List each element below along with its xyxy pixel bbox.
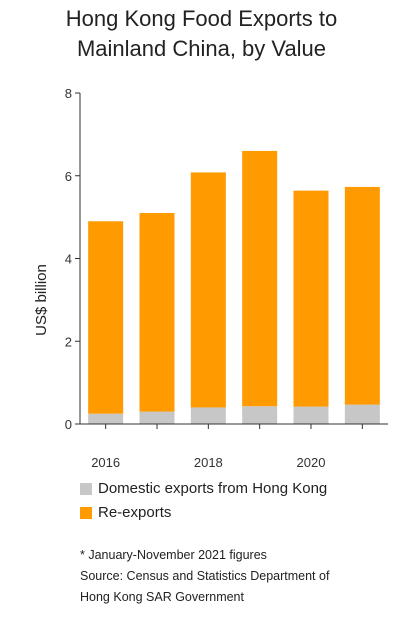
bar-reexports-2021 — [344, 186, 380, 405]
legend-swatch-reexports — [80, 507, 92, 519]
y-tick-label: 4 — [65, 252, 72, 267]
legend-swatch-domestic — [80, 483, 92, 495]
legend-label-reexports: Re-exports — [98, 504, 172, 521]
bar-domestic-2021 — [344, 404, 380, 424]
y-tick-label: 0 — [65, 417, 72, 432]
source-line-2: Hong Kong SAR Government — [80, 590, 244, 604]
legend: Domestic exports from Hong Kong Re-expor… — [80, 478, 327, 526]
legend-item-reexports: Re-exports — [80, 502, 327, 524]
bar-domestic-2020 — [293, 406, 329, 424]
chart-title-line-1: Hong Kong Food Exports to — [65, 6, 338, 31]
chart-title-line-2: Mainland China, by Value — [76, 36, 327, 61]
x-tick-label: 2016 — [91, 455, 120, 470]
legend-item-domestic: Domestic exports from Hong Kong — [80, 478, 327, 500]
bar-reexports-2017 — [139, 212, 175, 412]
bar-reexports-2020 — [293, 190, 329, 407]
bar-reexports-2016 — [88, 221, 124, 414]
source-line-1: Source: Census and Statistics Department… — [80, 569, 330, 583]
chart-notes: * January-November 2021 figures Source: … — [80, 545, 390, 608]
bar-domestic-2018 — [190, 407, 226, 424]
x-tick-label: 2020 — [297, 455, 326, 470]
footnote: * January-November 2021 figures — [80, 548, 267, 562]
y-axis-label: US$ billion — [33, 264, 50, 336]
y-tick-label: 8 — [65, 86, 72, 101]
bar-reexports-2018 — [190, 172, 226, 408]
x-tick-label: 2018 — [194, 455, 223, 470]
bar-reexports-2019 — [242, 150, 278, 407]
y-tick-label: 2 — [65, 334, 72, 349]
bar-domestic-2017 — [139, 411, 175, 424]
bar-chart: 0 2 4 6 8 2016 2018 2020 US$ billion — [33, 86, 388, 470]
y-tick-label: 6 — [65, 169, 72, 184]
bars — [88, 150, 380, 424]
x-axis: 2016 2018 2020 — [80, 423, 388, 470]
bar-domestic-2019 — [242, 406, 278, 424]
bar-domestic-2016 — [88, 413, 124, 424]
chart-title: Hong Kong Food Exports to Mainland China… — [0, 4, 403, 64]
legend-label-domestic: Domestic exports from Hong Kong — [98, 480, 328, 497]
y-axis: 0 2 4 6 8 — [65, 86, 81, 432]
